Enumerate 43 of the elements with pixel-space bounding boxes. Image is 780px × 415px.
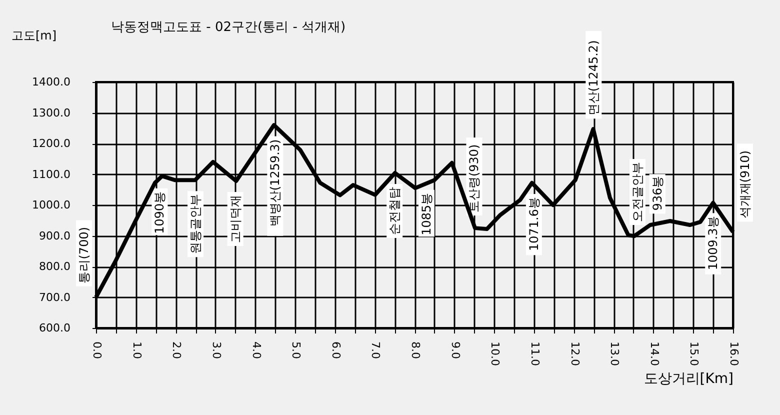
x-tick-label: 1.0 xyxy=(130,342,144,359)
y-tick-label: 700.0 xyxy=(39,290,70,304)
x-tick-label: 16.0 xyxy=(728,342,740,366)
y-tick-label: 1100.0 xyxy=(32,168,70,181)
annotation: 순전철탑 xyxy=(388,187,402,236)
x-tick-label: 10.0 xyxy=(488,342,502,366)
annotation: 936봉 xyxy=(650,176,664,211)
y-tick-label: 1200.0 xyxy=(32,137,70,150)
y-tick-label: 1300.0 xyxy=(32,106,70,120)
x-tick-label: 11.0 xyxy=(528,342,542,366)
x-tick-label: 13.0 xyxy=(608,342,622,366)
chart-title: 낙동정맥고도표 - 02구간(통리 - 석개재) xyxy=(111,20,346,35)
x-tick-label: 12.0 xyxy=(568,342,582,366)
annotation: 1090봉 xyxy=(152,191,167,234)
annotation: 1071.6봉 xyxy=(526,196,541,251)
x-tick-label: 5.0 xyxy=(290,342,303,359)
annotation: 1009.3봉 xyxy=(706,216,720,270)
y-tick-label: 600.0 xyxy=(39,322,70,334)
y-tick-label: 800.0 xyxy=(39,260,70,273)
annotation: 토산령(930) xyxy=(467,144,482,213)
x-tick-label: 0.0 xyxy=(90,342,104,359)
annotation: 고비덕재 xyxy=(228,195,242,244)
x-tick-label: 9.0 xyxy=(448,342,462,359)
x-tick-label: 6.0 xyxy=(329,342,342,359)
x-tick-label: 15.0 xyxy=(688,342,701,366)
y-tick-label: 1400.0 xyxy=(32,76,70,88)
annotation: 1085봉 xyxy=(419,192,434,236)
x-tick-label: 14.0 xyxy=(648,342,661,366)
annotation: 백병산(1259.3) xyxy=(268,139,282,227)
y-axis-title: 고도[m] xyxy=(12,28,57,42)
x-tick-label: 8.0 xyxy=(409,342,422,359)
x-axis-title: 도상거리[Km] xyxy=(644,370,734,387)
x-tick-label: 2.0 xyxy=(170,342,184,359)
y-tick-label: 900.0 xyxy=(39,229,70,242)
y-tick-label: 1000.0 xyxy=(32,198,70,212)
x-tick-label: 7.0 xyxy=(369,342,382,359)
x-tick-label: 3.0 xyxy=(210,342,223,359)
annotation: 석개재(910) xyxy=(738,150,752,219)
annotation: 통리(700) xyxy=(77,226,91,284)
annotation: 오전골안부 xyxy=(630,162,644,222)
x-tick-label: 4.0 xyxy=(250,342,263,359)
annotation: 면산(1245.2) xyxy=(586,40,601,116)
annotation: 원통골안부 xyxy=(188,194,203,254)
